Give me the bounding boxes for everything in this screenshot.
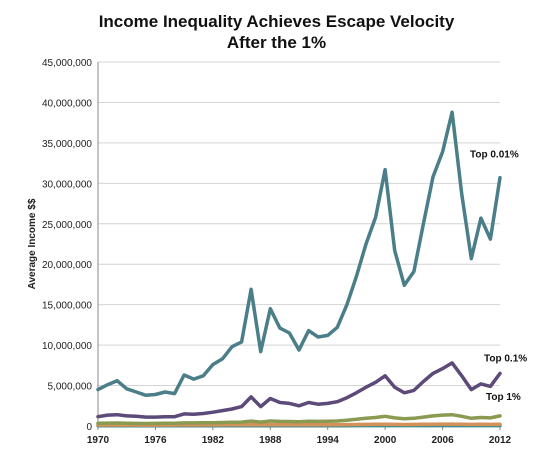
y-tick-label: 5,000,000 (48, 382, 93, 393)
x-tick-label: 1994 (317, 435, 340, 446)
x-tick-label: 2006 (431, 435, 454, 446)
y-axis-label: Average Income $$ (27, 198, 38, 289)
series-annotation: Top 0.01% (470, 150, 519, 161)
x-tick-label: 1976 (144, 435, 167, 446)
series-line-0 (96, 110, 502, 398)
series-annotation: Top 1% (486, 392, 521, 403)
x-tick-label: 1982 (202, 435, 225, 446)
y-tick-label: 40,000,000 (42, 98, 92, 109)
chart-title-line-2: After the 1% (226, 33, 327, 52)
y-tick-label: 15,000,000 (42, 301, 92, 312)
y-tick-label: 30,000,000 (42, 179, 92, 190)
x-tick-label: 2000 (374, 435, 397, 446)
x-tick-label: 1988 (259, 435, 282, 446)
series-annotation: Top 0.1% (484, 353, 527, 364)
y-tick-label: 35,000,000 (42, 139, 92, 150)
y-tick-label: 10,000,000 (42, 341, 92, 352)
y-tick-label: 45,000,000 (42, 58, 92, 69)
y-tick-label: 20,000,000 (42, 260, 92, 271)
y-tick-label: 25,000,000 (42, 220, 92, 231)
x-tick-label: 2012 (489, 435, 512, 446)
y-tick-label: 0 (86, 422, 92, 433)
chart-title-line-1: Income Inequality Achieves Escape Veloci… (98, 12, 455, 31)
series-line-1 (96, 361, 502, 419)
x-tick-label: 1970 (87, 435, 110, 446)
series-line-2 (96, 412, 502, 426)
